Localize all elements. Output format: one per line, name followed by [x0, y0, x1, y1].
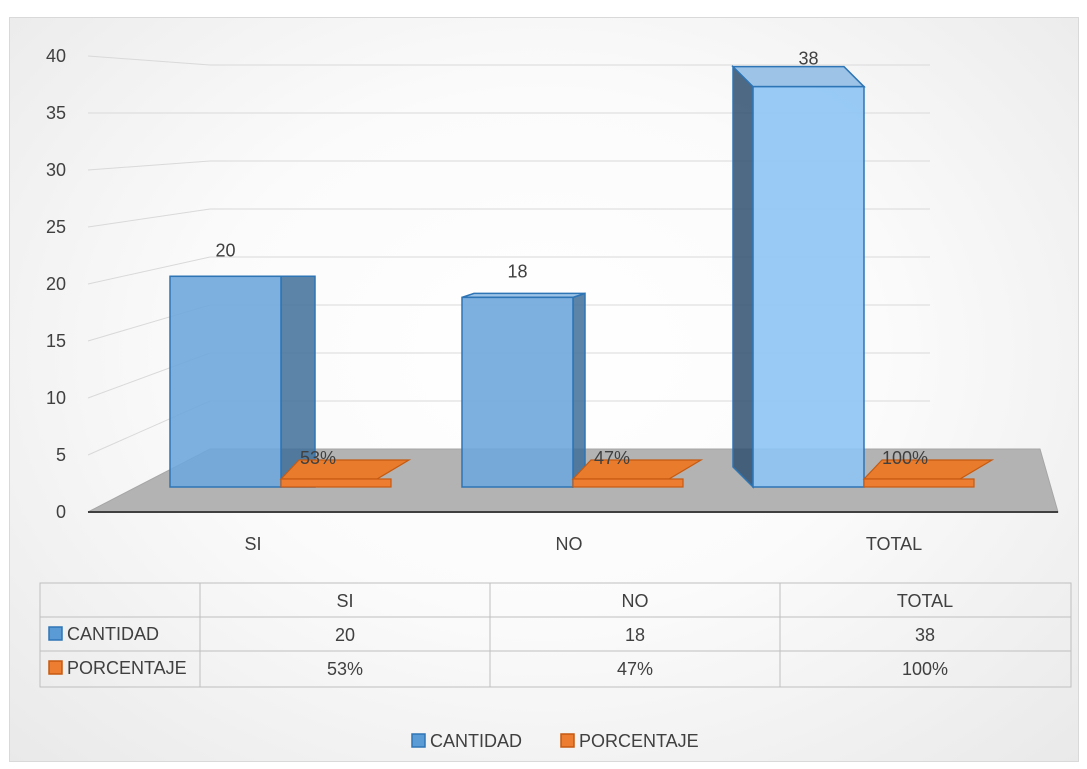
legend-key-cantidad — [411, 733, 426, 748]
bar-porcentaje-no — [572, 478, 684, 488]
y-tick-label: 40 — [46, 46, 66, 66]
table-header-si: SI — [336, 591, 353, 611]
data-label-porcentaje: 47% — [594, 448, 630, 468]
legend: CANTIDAD PORCENTAJE — [411, 731, 699, 751]
x-axis: SI NO TOTAL — [244, 534, 922, 554]
gridline — [87, 160, 930, 171]
y-tick-label: 20 — [46, 274, 66, 294]
table-row-key-cantidad — [48, 626, 63, 641]
y-tick-label: 35 — [46, 103, 66, 123]
legend-label-cantidad: CANTIDAD — [430, 731, 522, 751]
gridline — [87, 55, 930, 66]
table-cell: 53% — [327, 659, 363, 679]
y-tick-label: 25 — [46, 217, 66, 237]
data-table: SI NO TOTAL CANTIDAD 20 18 38 PORCENTAJE… — [39, 582, 1072, 688]
y-axis: 0 5 10 15 20 25 30 35 40 — [46, 46, 66, 522]
data-label-porcentaje: 100% — [882, 448, 928, 468]
legend-key-porcentaje — [560, 733, 575, 748]
y-tick-label: 10 — [46, 388, 66, 408]
table-cell: 100% — [902, 659, 948, 679]
table-cell: 47% — [617, 659, 653, 679]
bar-side — [732, 64, 754, 489]
data-label-cantidad: 38 — [798, 49, 818, 69]
table-header-total: TOTAL — [897, 591, 953, 611]
gridline — [87, 208, 930, 228]
table-header-no: NO — [622, 591, 649, 611]
table-cell: 18 — [625, 625, 645, 645]
bar-porcentaje-total — [863, 478, 975, 488]
bar-cantidad-no — [461, 296, 574, 488]
data-label-porcentaje: 53% — [300, 448, 336, 468]
bar-top — [731, 65, 866, 88]
x-tick-label: NO — [556, 534, 583, 554]
table-cell: 38 — [915, 625, 935, 645]
data-label-cantidad: 20 — [215, 240, 235, 260]
data-labels: 20 53% 18 47% 38 100% — [215, 49, 928, 468]
table-row-label-porcentaje: PORCENTAJE — [67, 658, 187, 678]
x-tick-label: SI — [244, 534, 261, 554]
bar-cantidad-si — [169, 275, 282, 488]
y-tick-label: 5 — [56, 445, 66, 465]
data-label-cantidad: 18 — [507, 261, 527, 281]
y-tick-label: 0 — [56, 502, 66, 522]
x-tick-label: TOTAL — [866, 534, 922, 554]
gridlines — [87, 55, 930, 456]
bar-side — [572, 292, 586, 489]
table-cell: 20 — [335, 625, 355, 645]
y-tick-label: 30 — [46, 160, 66, 180]
gridline — [87, 256, 930, 285]
table-row-label-cantidad: CANTIDAD — [67, 624, 159, 644]
y-tick-label: 15 — [46, 331, 66, 351]
bar-cantidad-total — [752, 85, 865, 488]
bars — [169, 64, 995, 489]
table-row-key-porcentaje — [48, 660, 63, 675]
legend-label-porcentaje: PORCENTAJE — [579, 731, 699, 751]
bar-porcentaje-si — [280, 478, 392, 488]
